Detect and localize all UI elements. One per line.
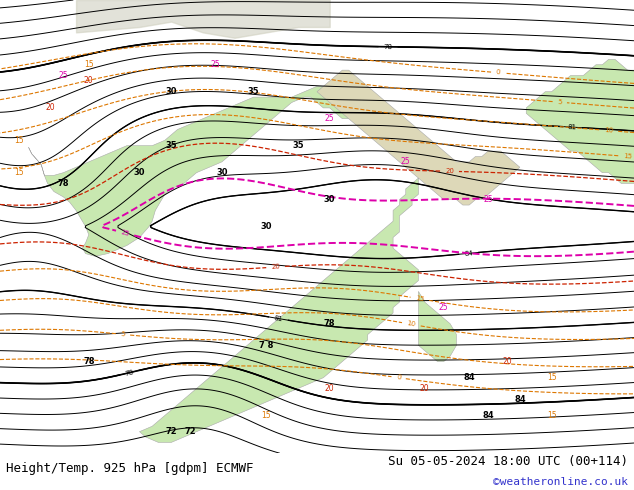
Text: 15: 15 <box>14 136 24 145</box>
Text: 25: 25 <box>401 157 411 167</box>
Text: Su 05-05-2024 18:00 UTC (00+114): Su 05-05-2024 18:00 UTC (00+114) <box>387 455 628 468</box>
Text: 84: 84 <box>463 373 475 382</box>
Polygon shape <box>29 86 425 442</box>
Text: 20: 20 <box>502 357 512 366</box>
Text: 25: 25 <box>210 60 221 69</box>
Text: 25: 25 <box>58 71 68 80</box>
Text: 81: 81 <box>273 315 283 322</box>
Text: 25: 25 <box>325 114 335 123</box>
Text: Height/Temp. 925 hPa [gdpm] ECMWF: Height/Temp. 925 hPa [gdpm] ECMWF <box>6 463 254 475</box>
Text: 15: 15 <box>14 168 24 177</box>
Polygon shape <box>418 292 456 362</box>
Text: 5: 5 <box>120 331 126 338</box>
Text: 15: 15 <box>547 411 557 420</box>
Text: 25: 25 <box>120 229 130 237</box>
Text: 15: 15 <box>84 60 94 69</box>
Text: 30: 30 <box>261 222 272 231</box>
Text: 25: 25 <box>483 195 493 204</box>
Text: 78: 78 <box>58 179 69 188</box>
Text: 72: 72 <box>165 427 177 436</box>
Text: 0: 0 <box>396 374 401 381</box>
Text: 20: 20 <box>271 264 280 270</box>
Text: 35: 35 <box>165 141 177 150</box>
Text: 30: 30 <box>165 87 177 96</box>
Text: 7 8: 7 8 <box>259 341 273 350</box>
Text: 10: 10 <box>406 320 417 328</box>
Text: 35: 35 <box>292 141 304 150</box>
Text: 84: 84 <box>464 250 474 257</box>
Text: 78: 78 <box>384 44 392 50</box>
Text: 30: 30 <box>216 168 228 177</box>
Text: 25: 25 <box>439 303 449 312</box>
Text: 78: 78 <box>324 319 335 328</box>
Text: 20: 20 <box>445 168 454 174</box>
Text: 84: 84 <box>514 395 526 404</box>
Text: 15: 15 <box>547 373 557 382</box>
Text: 15: 15 <box>415 295 425 302</box>
Polygon shape <box>317 70 520 205</box>
Text: 78: 78 <box>124 369 134 377</box>
Text: 30: 30 <box>324 195 335 204</box>
Text: 81: 81 <box>568 124 577 130</box>
Text: 84: 84 <box>482 411 494 420</box>
Text: 20: 20 <box>420 384 430 393</box>
Text: 15: 15 <box>261 411 271 420</box>
Text: 5: 5 <box>557 99 562 105</box>
Text: 30: 30 <box>134 168 145 177</box>
Text: 10: 10 <box>604 127 613 134</box>
Text: 15: 15 <box>623 153 632 160</box>
Polygon shape <box>526 59 634 183</box>
Text: 72: 72 <box>184 427 196 436</box>
Text: 20: 20 <box>325 384 335 393</box>
Text: 20: 20 <box>46 103 56 112</box>
Text: ©weatheronline.co.uk: ©weatheronline.co.uk <box>493 477 628 487</box>
Text: 0: 0 <box>496 70 501 76</box>
Text: 78: 78 <box>83 357 94 366</box>
Text: 35: 35 <box>248 87 259 96</box>
Text: 20: 20 <box>84 76 94 85</box>
